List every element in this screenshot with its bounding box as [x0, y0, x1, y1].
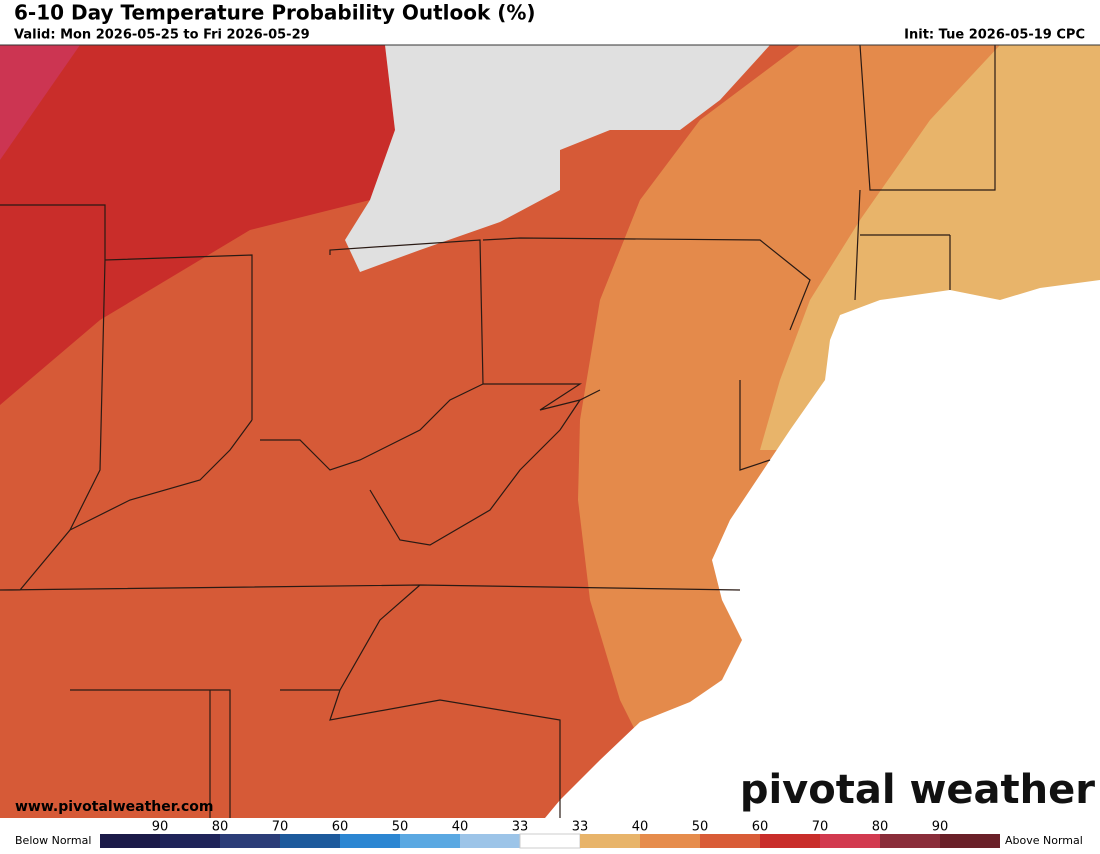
colorbar-swatch — [100, 834, 160, 848]
above-tick-label: 40 — [632, 820, 649, 835]
colorbar-swatch — [820, 834, 880, 848]
above-tick-label: 33 — [572, 820, 589, 835]
below-tick-label: 50 — [392, 820, 409, 835]
below-tick-label: 40 — [452, 820, 469, 835]
below-tick-label: 70 — [272, 820, 289, 835]
great-lakes — [345, 45, 770, 272]
below-tick-label: 90 — [152, 820, 169, 835]
header-bg — [0, 0, 1100, 45]
colorbar-swatch — [700, 834, 760, 848]
above-tick-label: 60 — [752, 820, 769, 835]
colorbar-swatch — [280, 834, 340, 848]
title: 6-10 Day Temperature Probability Outlook… — [14, 1, 536, 25]
colorbar-swatch — [940, 834, 1000, 848]
above-tick-label: 80 — [872, 820, 889, 835]
map — [0, 44, 1100, 818]
init-time: Init: Tue 2026-05-19 CPC — [904, 28, 1085, 43]
site-url: www.pivotalweather.com — [15, 799, 214, 815]
ocean — [545, 280, 1100, 818]
colorbar-swatch — [519, 833, 581, 849]
colorbar-swatch — [640, 834, 700, 848]
colorbar-swatch — [880, 834, 940, 848]
logo: pivotal weather — [740, 767, 1095, 813]
region-80 — [0, 45, 80, 160]
colorbar-swatch — [760, 834, 820, 848]
below-tick-label: 80 — [212, 820, 229, 835]
above-label: Above Normal — [1005, 834, 1083, 847]
below-tick-label: 60 — [332, 820, 349, 835]
region-70 — [0, 45, 395, 405]
colorbar-swatch — [220, 834, 280, 848]
colorbar-swatch — [160, 834, 220, 848]
above-tick-label: 90 — [932, 820, 949, 835]
colorbar-swatch — [580, 834, 640, 848]
below-label: Below Normal — [15, 834, 91, 847]
above-tick-label: 70 — [812, 820, 829, 835]
above-tick-label: 50 — [692, 820, 709, 835]
colorbar-swatch — [400, 834, 460, 848]
colorbar-swatch — [460, 834, 520, 848]
colorbar-swatch — [340, 834, 400, 848]
below-tick-label: 33 — [512, 820, 529, 835]
valid-time: Valid: Mon 2026-05-25 to Fri 2026-05-29 — [14, 28, 310, 43]
